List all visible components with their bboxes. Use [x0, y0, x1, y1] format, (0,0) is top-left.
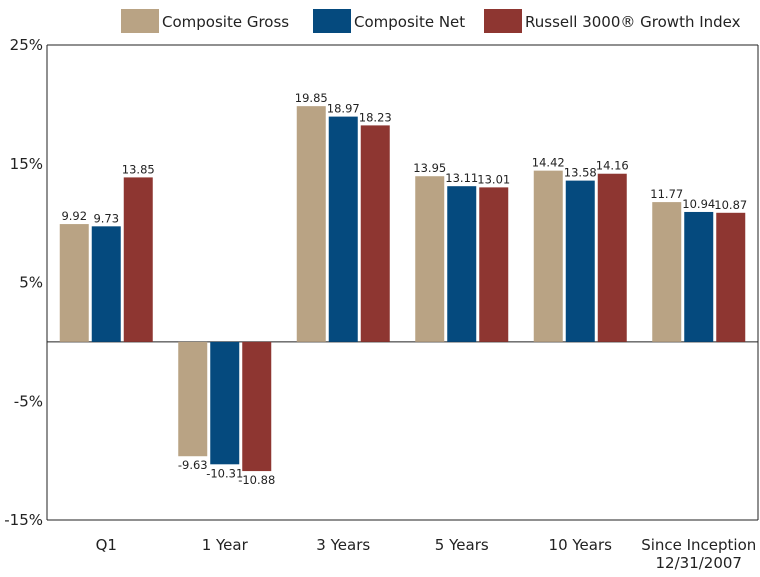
x-tick-label: 5 Years [435, 536, 489, 554]
data-label: 11.77 [650, 187, 683, 201]
legend-label: Composite Gross [162, 13, 289, 31]
y-tick-label: 15% [10, 155, 43, 173]
bar [296, 106, 326, 342]
data-label: 9.92 [61, 209, 87, 223]
bar [242, 341, 272, 472]
x-tick-label: Q1 [96, 536, 117, 554]
data-label: 13.85 [122, 162, 155, 176]
x-tick-label: Since Inception [641, 536, 756, 554]
x-tick-label: 1 Year [202, 536, 249, 554]
bar [447, 186, 477, 342]
x-tick-label: 3 Years [316, 536, 370, 554]
bar [91, 226, 121, 342]
data-label: 13.58 [564, 166, 597, 180]
data-label: 10.87 [714, 198, 747, 212]
bar [415, 176, 445, 342]
bar [360, 125, 390, 342]
data-label: 14.42 [532, 156, 565, 170]
y-tick-label: -5% [14, 392, 43, 410]
y-tick-label: -15% [4, 511, 43, 529]
legend-swatch [484, 9, 522, 33]
data-label: 18.23 [359, 110, 392, 124]
bar [123, 177, 153, 342]
data-label: 13.95 [413, 161, 446, 175]
legend-swatch [313, 9, 351, 33]
y-tick-label: 5% [19, 274, 43, 292]
bar [652, 202, 682, 342]
bar [716, 212, 746, 342]
data-label: 14.16 [596, 159, 629, 173]
legend-swatch [121, 9, 159, 33]
legend-label: Russell 3000® Growth Index [525, 13, 741, 31]
legend: Composite Gross Composite Net Russell 3000… [121, 9, 741, 33]
data-label: 19.85 [295, 91, 328, 105]
bar [597, 173, 627, 342]
bar [59, 224, 89, 342]
data-label: 9.73 [93, 211, 119, 225]
data-label: 13.01 [477, 172, 510, 186]
bar [533, 170, 563, 342]
data-label: 10.94 [682, 197, 715, 211]
data-label: 13.11 [445, 171, 478, 185]
bar [328, 116, 358, 342]
x-tick-label: 10 Years [549, 536, 613, 554]
bar [178, 341, 208, 457]
bar [210, 341, 240, 465]
plot-area: 25% 15% 5% -5% -15% 9.92 9.73 13.85 Q1 -9.63-10.3… [4, 36, 759, 572]
data-label: 18.97 [327, 102, 360, 116]
data-label: -10.88 [238, 473, 275, 487]
bar [565, 180, 595, 342]
data-label: -9.63 [178, 458, 208, 472]
data-label: -10.31 [206, 466, 243, 480]
x-tick-label: 12/31/2007 [656, 554, 742, 572]
bar [684, 211, 714, 342]
bar [479, 187, 509, 342]
y-tick-label: 25% [10, 36, 43, 54]
legend-label: Composite Net [354, 13, 465, 31]
